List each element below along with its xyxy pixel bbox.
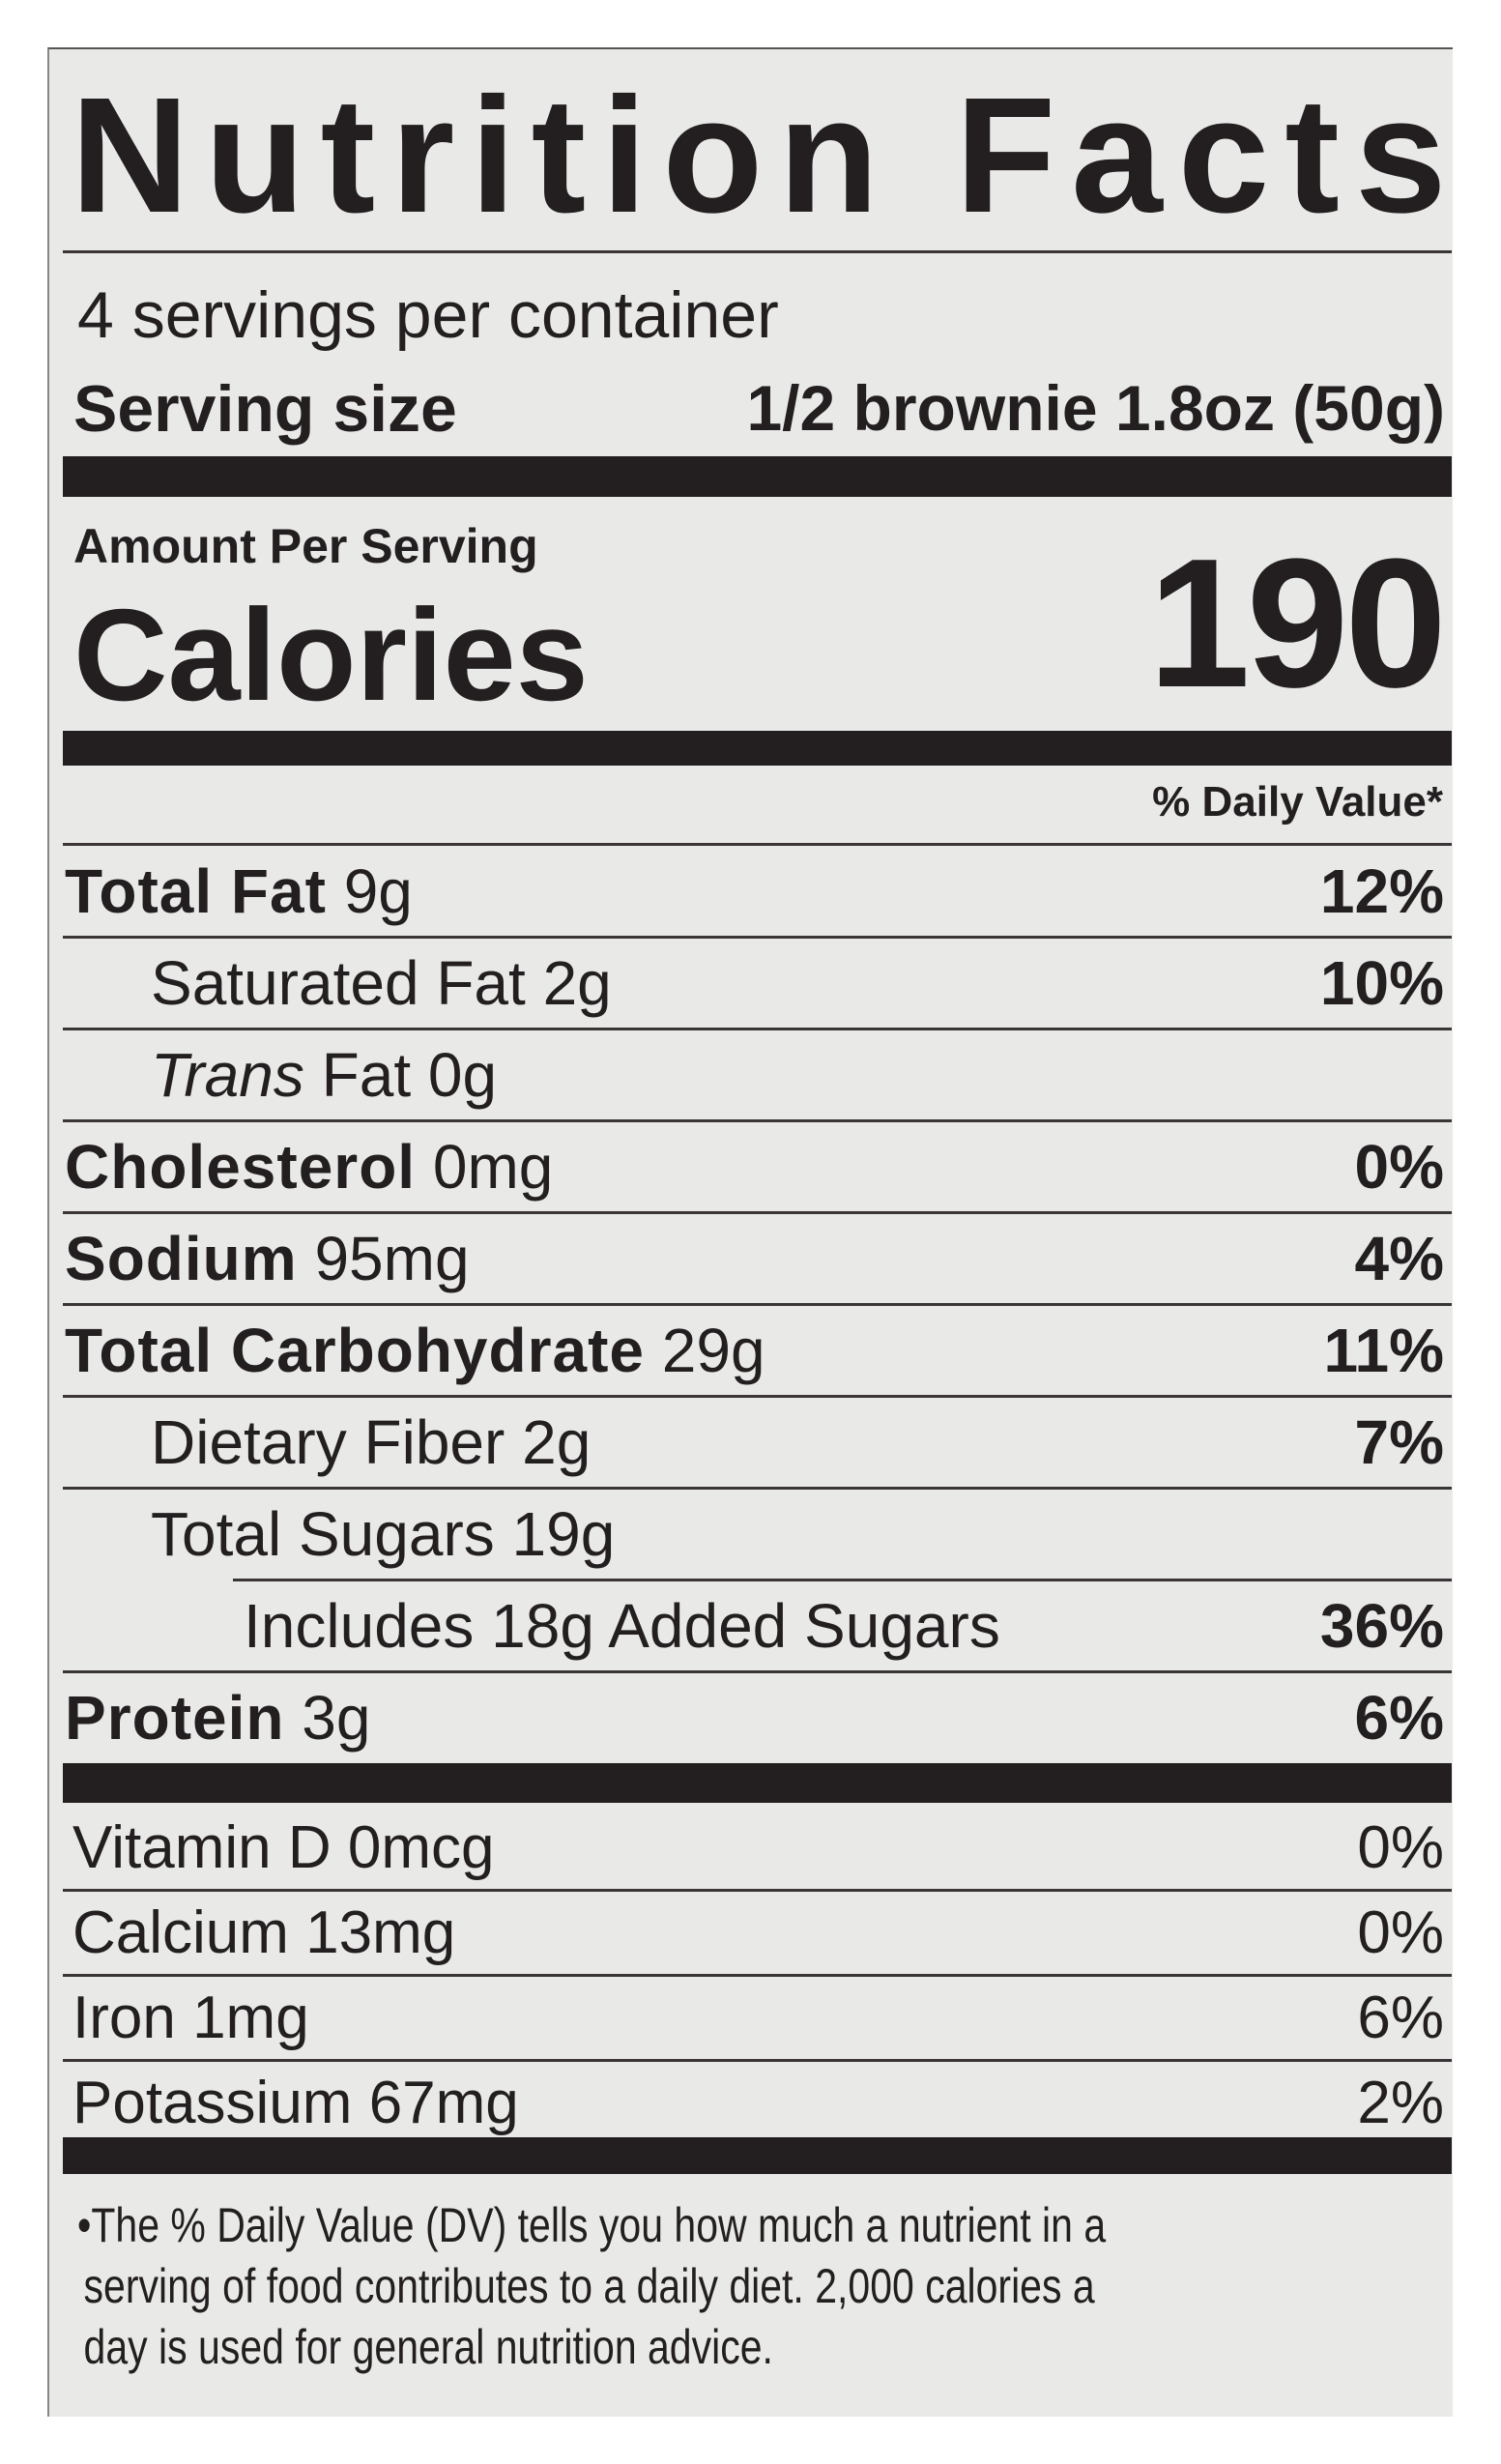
nutrient-list: Total Fat 9g 12% Saturated Fat 2g 10% Tr… — [63, 846, 1452, 1764]
nutrient-dv: 7% — [1354, 1407, 1445, 1477]
nutrient-row-protein: Protein 3g 6% — [63, 1672, 1452, 1764]
vitamin-dv: 6% — [1357, 1985, 1444, 2051]
nutrient-name: Cholesterol — [65, 1132, 417, 1202]
calories-label: Calories — [73, 582, 589, 728]
vitamin-row-vitamin-d: Vitamin D 0mcg 0% — [63, 1806, 1452, 1892]
nutrient-name: Sodium — [65, 1224, 298, 1293]
thick-divider — [63, 1763, 1452, 1803]
nutrient-dv: 10% — [1319, 948, 1444, 1018]
nutrient-name: Total Sugars — [151, 1499, 495, 1569]
nutrient-name: Saturated Fat — [151, 948, 526, 1018]
nutrient-amount: 29g — [661, 1316, 765, 1385]
vitamin-name: Iron — [72, 1985, 176, 2051]
nutrient-amount: 95mg — [314, 1224, 470, 1293]
title-divider — [63, 250, 1452, 253]
nutrient-amount: 3g — [302, 1683, 371, 1753]
daily-value-header: % Daily Value* — [1152, 778, 1443, 826]
nutrient-row-sodium: Sodium 95mg 4% — [63, 1213, 1452, 1306]
thick-divider — [63, 456, 1452, 497]
nutrient-amount: 0g — [427, 1040, 498, 1110]
nutrient-row-cholesterol: Cholesterol 0mg 0% — [63, 1121, 1452, 1214]
vitamin-dv: 2% — [1357, 2070, 1444, 2136]
vitamin-name: Potassium — [72, 2070, 353, 2136]
nutrient-name: Protein — [65, 1683, 285, 1753]
nutrient-amount: 9g — [343, 856, 413, 926]
vitamin-name: Calcium — [72, 1899, 289, 1966]
footnote-line: •The % Daily Value (DV) tells you how mu… — [77, 2198, 1107, 2252]
footnote-line: serving of food contributes to a daily d… — [83, 2259, 1095, 2313]
serving-size-label: Serving size — [73, 372, 457, 446]
calories-value: 190 — [1147, 521, 1447, 726]
vitamin-amount: 67mg — [368, 2070, 519, 2136]
nutrient-name-rest: Fat — [321, 1040, 412, 1110]
serving-size-value: 1/2 brownie 1.8oz (50g) — [746, 372, 1445, 444]
nutrient-dv: 4% — [1354, 1224, 1445, 1293]
vitamin-row-iron: Iron 1mg 6% — [63, 1976, 1452, 2062]
footnote-line: day is used for general nutrition advice… — [83, 2320, 773, 2374]
nutrient-amount: 2g — [522, 1407, 592, 1477]
nutrient-amount: 19g — [511, 1499, 616, 1569]
nutrient-row-dietary-fiber: Dietary Fiber 2g 7% — [63, 1397, 1452, 1490]
vitamin-row-calcium: Calcium 13mg 0% — [63, 1891, 1452, 1977]
nutrient-name: Trans — [151, 1040, 304, 1110]
daily-value-footnote: •The % Daily Value (DV) tells you how mu… — [77, 2195, 1385, 2378]
nutrient-dv: 36% — [1319, 1591, 1444, 1661]
thick-divider — [63, 2137, 1452, 2174]
nutrient-dv: 0% — [1354, 1132, 1445, 1202]
nutrient-name: Includes 18g Added Sugars — [244, 1591, 1000, 1661]
nutrition-label-panel — [47, 47, 1453, 2417]
vitamin-amount: 1mg — [192, 1985, 309, 2051]
nutrient-name: Total Fat — [65, 856, 327, 926]
nutrient-row-total-carbohydrate: Total Carbohydrate 29g 11% — [63, 1305, 1452, 1398]
nutrient-name: Total Carbohydrate — [65, 1316, 645, 1385]
nutrient-amount: 2g — [542, 948, 612, 1018]
vitamin-name: Vitamin D — [72, 1814, 332, 1881]
divider — [63, 843, 1452, 846]
servings-per-container: 4 servings per container — [77, 278, 779, 352]
nutrient-dv: 12% — [1319, 856, 1444, 926]
vitamin-dv: 0% — [1357, 1814, 1444, 1881]
vitamin-row-potassium: Potassium 67mg 2% — [63, 2061, 1452, 2146]
label-title: Nutrition Facts — [71, 64, 1462, 247]
thick-divider — [63, 731, 1452, 766]
vitamin-list: Vitamin D 0mcg 0% Calcium 13mg 0% Iron 1… — [63, 1806, 1452, 2146]
nutrient-dv: 6% — [1354, 1683, 1445, 1753]
nutrient-row-trans-fat: Trans Fat 0g — [63, 1029, 1452, 1122]
amount-per-serving: Amount Per Serving — [73, 519, 538, 573]
nutrient-row-total-sugars: Total Sugars 19g — [63, 1489, 1452, 1581]
nutrient-dv — [1444, 1489, 1452, 1580]
nutrient-dv — [1444, 1029, 1452, 1121]
nutrient-row-added-sugars: Includes 18g Added Sugars 36% — [63, 1580, 1452, 1673]
nutrient-dv: 11% — [1323, 1316, 1444, 1385]
nutrient-row-total-fat: Total Fat 9g 12% — [63, 846, 1452, 939]
vitamin-amount: 0mcg — [347, 1814, 495, 1881]
vitamin-dv: 0% — [1357, 1899, 1444, 1966]
nutrient-row-saturated-fat: Saturated Fat 2g 10% — [63, 938, 1452, 1030]
vitamin-amount: 13mg — [305, 1899, 456, 1966]
nutrient-amount: 0mg — [432, 1132, 554, 1202]
nutrient-name: Dietary Fiber — [151, 1407, 505, 1477]
